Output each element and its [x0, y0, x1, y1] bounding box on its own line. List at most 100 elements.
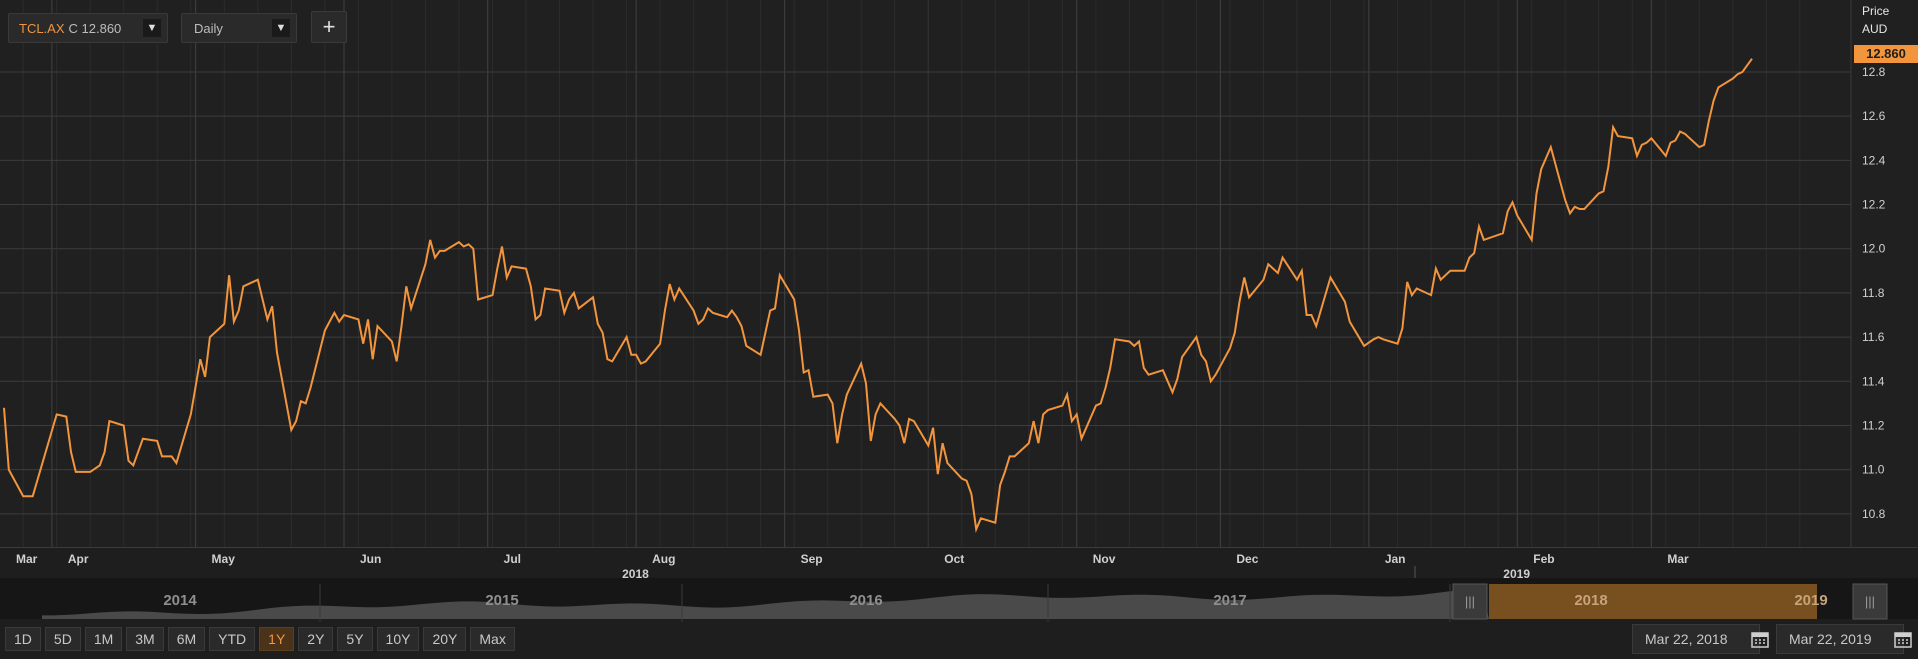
range-button-3m[interactable]: 3M — [126, 627, 164, 651]
price-point — [1409, 293, 1414, 298]
y-tick-label: 10.8 — [1862, 507, 1886, 521]
navigator-right-handle[interactable]: ||| — [1852, 583, 1888, 620]
price-point — [337, 319, 342, 324]
price-point — [1208, 379, 1213, 384]
price-point — [1180, 355, 1185, 360]
calendar-icon[interactable] — [1750, 629, 1770, 649]
price-point — [1012, 454, 1017, 459]
price-point — [1199, 352, 1204, 357]
x-tick-label: Mar — [16, 552, 38, 566]
price-point — [289, 427, 294, 432]
price-point — [964, 478, 969, 483]
price-point — [1342, 299, 1347, 304]
range-button-ytd[interactable]: YTD — [209, 627, 256, 651]
price-point — [1074, 412, 1079, 417]
price-point — [1510, 200, 1515, 205]
calendar-icon[interactable] — [1893, 629, 1913, 649]
price-point — [433, 255, 438, 260]
price-point — [993, 520, 998, 525]
price-point — [102, 450, 107, 455]
price-point — [1438, 277, 1443, 282]
price-point — [198, 357, 203, 362]
price-point — [490, 293, 495, 298]
range-button-20y[interactable]: 20Y — [423, 627, 467, 651]
price-point — [1069, 419, 1074, 424]
chevron-down-icon[interactable]: ▼ — [272, 19, 290, 37]
price-point — [969, 492, 974, 497]
price-point — [2, 405, 7, 410]
price-point — [1529, 237, 1534, 242]
end-date-field[interactable]: Mar 22, 2019 — [1776, 624, 1904, 654]
price-point — [1678, 129, 1683, 134]
navigator-dividers — [319, 584, 1451, 622]
interval-select[interactable]: Daily ▼ — [181, 13, 297, 43]
price-point — [629, 352, 634, 357]
x-tick-label: Mar — [1667, 552, 1689, 566]
price-point — [1132, 343, 1137, 348]
price-point — [998, 483, 1003, 488]
navigator-left-handle[interactable]: ||| — [1452, 583, 1488, 620]
range-button-2y[interactable]: 2Y — [298, 627, 334, 651]
price-point — [1041, 412, 1046, 417]
range-button-1d[interactable]: 1D — [5, 627, 41, 651]
price-point — [1228, 346, 1233, 351]
x-tick-label: Sep — [801, 552, 823, 566]
range-button-5d[interactable]: 5D — [44, 627, 81, 651]
price-point — [600, 330, 605, 335]
price-point — [729, 308, 734, 313]
price-point — [222, 321, 227, 326]
y-tick-label: 11.8 — [1862, 286, 1885, 300]
price-point — [203, 374, 208, 379]
range-button-5y[interactable]: 5Y — [337, 627, 373, 651]
range-button-max[interactable]: Max — [470, 627, 515, 651]
chevron-down-icon[interactable]: ▼ — [143, 19, 161, 37]
price-point — [1046, 408, 1051, 413]
price-point — [1706, 118, 1711, 123]
price-point — [868, 438, 873, 443]
range-button-6m[interactable]: 6M — [167, 627, 206, 651]
add-comparison-button[interactable]: + — [311, 11, 347, 43]
price-point — [1175, 377, 1180, 382]
range-button-1m[interactable]: 1M — [84, 627, 123, 651]
price-point — [265, 317, 270, 322]
range-button-1y[interactable]: 1Y — [259, 627, 295, 651]
price-point — [260, 297, 265, 302]
price-point — [1165, 379, 1170, 384]
price-point — [1682, 131, 1687, 136]
price-point — [835, 441, 840, 446]
price-point — [734, 315, 739, 320]
price-point — [1644, 140, 1649, 145]
price-point — [739, 324, 744, 329]
x-tick-label: Feb — [1533, 552, 1554, 566]
price-point — [744, 343, 749, 348]
price-point — [667, 282, 672, 287]
price-point — [533, 317, 538, 322]
price-point — [902, 441, 907, 446]
price-point — [873, 412, 878, 417]
ticker-selector[interactable]: TCL.AX C 12.860 ▼ — [8, 13, 168, 43]
price-point — [73, 469, 78, 474]
price-point — [1572, 204, 1577, 209]
price-point — [1611, 125, 1616, 130]
price-point — [342, 313, 347, 318]
price-point — [557, 288, 562, 293]
range-button-bar: 1D 5D 1M 3M 6M YTD 1Y 2Y 5Y 10Y 20Y Max — [5, 627, 515, 651]
price-point — [1414, 286, 1419, 291]
navigator-year-label: 2019 — [1794, 592, 1827, 609]
price-point — [361, 341, 366, 346]
price-point — [1500, 231, 1505, 236]
price-line — [3, 58, 1753, 534]
x-tick-label: May — [212, 552, 236, 566]
price-point — [495, 266, 500, 271]
price-point — [64, 414, 69, 419]
price-point — [538, 313, 543, 318]
price-point — [1649, 136, 1654, 141]
range-button-10y[interactable]: 10Y — [376, 627, 420, 651]
price-point — [1314, 324, 1319, 329]
price-point — [859, 361, 864, 366]
start-date-field[interactable]: Mar 22, 2018 — [1632, 624, 1760, 654]
price-point — [1563, 198, 1568, 203]
price-point — [1630, 136, 1635, 141]
price-point — [428, 237, 433, 242]
